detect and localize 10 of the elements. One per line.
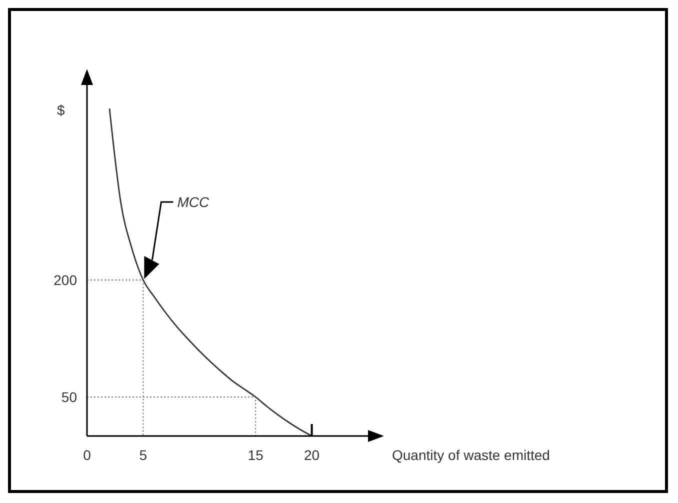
x-tick-label: 5 [139, 447, 148, 463]
x-tick-label: 20 [304, 447, 320, 463]
x-tick-label: 0 [83, 447, 92, 463]
x-axis-title: Quantity of waste emitted [392, 447, 550, 463]
annotation: MCC [177, 194, 210, 210]
y-axis-title: $ [57, 102, 65, 118]
y-tick-label: 200 [54, 272, 78, 288]
x-tick-label: 15 [248, 447, 264, 463]
y-tick-label: 50 [61, 389, 78, 405]
line-series [108, 108, 312, 437]
